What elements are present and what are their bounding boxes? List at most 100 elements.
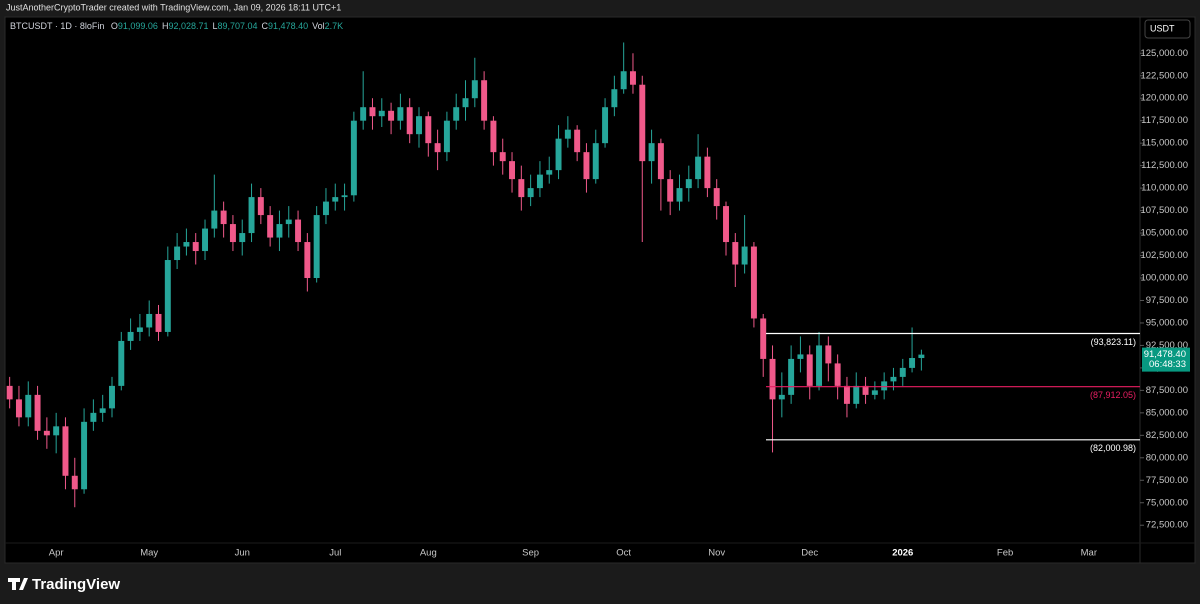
legend-key: Vol	[312, 21, 325, 31]
candle-body	[341, 195, 348, 198]
candle-body	[220, 210, 227, 225]
legend-key: C	[262, 21, 269, 31]
level-label: (82,000.98)	[1090, 443, 1136, 453]
legend-value: 2.7K	[325, 21, 344, 31]
x-tick-label: May	[140, 548, 158, 559]
candle-body	[667, 179, 674, 202]
candle-body	[769, 358, 776, 400]
y-tick-label: 72,500.00	[1146, 520, 1188, 531]
candle-body	[695, 156, 702, 180]
candle-body	[509, 161, 516, 180]
y-tick-label: 125,000.00	[1140, 48, 1188, 59]
brand-logo: TradingView	[8, 576, 120, 593]
x-tick-label: 2026	[892, 548, 913, 559]
candle-body	[304, 242, 311, 279]
candle-body	[406, 107, 413, 135]
legend-key: H	[162, 21, 169, 31]
candle-body	[350, 120, 357, 196]
candle-body	[378, 110, 385, 117]
y-tick-label: 110,000.00	[1141, 183, 1188, 194]
candle-body	[71, 475, 78, 490]
candle-body	[881, 381, 888, 391]
candle-body	[15, 399, 22, 418]
candle-body	[760, 318, 767, 359]
y-tick-label: 112,500.00	[1141, 160, 1188, 171]
candle-body	[778, 394, 785, 400]
y-tick-label: 102,500.00	[1140, 250, 1188, 261]
x-tick-label: Jul	[329, 548, 341, 559]
candle-body	[388, 110, 395, 121]
candle-body	[434, 143, 441, 153]
candle-body	[685, 179, 692, 189]
candle-body	[629, 71, 636, 85]
credit: JustAnotherCryptoTrader created with Tra…	[6, 2, 341, 12]
level-label: (87,912.05)	[1090, 390, 1136, 400]
candle-body	[825, 345, 832, 364]
candle-body	[657, 143, 664, 180]
candle-body	[527, 188, 534, 198]
candle-body	[155, 313, 162, 332]
candle-body	[443, 120, 450, 153]
candle-body	[890, 376, 897, 382]
candle-body	[806, 354, 813, 386]
currency[interactable]: USDT	[1150, 23, 1175, 33]
candle-body	[750, 246, 757, 319]
y-tick-label: 85,000.00	[1146, 407, 1188, 418]
y-tick-label: 75,000.00	[1146, 497, 1188, 508]
candle-body	[416, 116, 422, 135]
candle-body	[239, 233, 246, 243]
candle-body	[853, 385, 860, 404]
candle-body	[471, 80, 478, 99]
candle-body	[732, 242, 739, 265]
candle-body	[611, 89, 618, 108]
chart-panel	[4, 16, 1196, 564]
candle-body	[136, 327, 143, 332]
candle-body	[332, 197, 339, 202]
y-tick-label: 107,500.00	[1140, 205, 1188, 216]
candle-body	[713, 188, 720, 207]
candle-body	[462, 98, 469, 108]
candle-body	[360, 107, 367, 121]
y-tick-label: 97,500.00	[1146, 295, 1188, 306]
y-tick-label: 122,500.00	[1140, 70, 1188, 81]
y-tick-label: 115,000.00	[1141, 138, 1188, 149]
candle-body	[164, 260, 171, 332]
candle-body	[620, 71, 627, 90]
candle-body	[564, 129, 571, 139]
level-label: (93,823.11)	[1091, 337, 1136, 347]
x-tick-label: Jun	[235, 548, 250, 559]
candle-body	[90, 412, 97, 422]
candle-body	[6, 385, 13, 400]
candle-body	[843, 385, 850, 404]
y-tick-label: 80,000.00	[1146, 452, 1188, 463]
candle-body	[723, 206, 729, 243]
candle-body	[62, 426, 69, 476]
candle-body	[425, 116, 432, 144]
candle-body	[536, 174, 543, 189]
candle-body	[25, 394, 32, 418]
y-tick-label: 87,500.00	[1146, 385, 1188, 396]
candle-body	[99, 408, 106, 413]
candle-body	[741, 246, 748, 265]
candle-body	[788, 358, 795, 395]
candle-body	[592, 143, 599, 180]
candle-body	[202, 228, 208, 252]
currency-button[interactable]	[1144, 19, 1191, 39]
candle-body	[211, 210, 218, 229]
candle-body	[183, 242, 190, 247]
candle-body	[648, 143, 655, 162]
countdown: 06:48:33	[1149, 359, 1186, 370]
candle-body	[118, 340, 125, 386]
candle-body	[369, 107, 376, 117]
candle-body	[397, 107, 404, 121]
candle-body	[453, 107, 460, 121]
candle-body	[229, 224, 236, 243]
candle-body	[909, 358, 916, 368]
candle-body	[871, 390, 878, 395]
y-tick-label: 95,000.00	[1146, 317, 1188, 328]
y-tick-label: 120,000.00	[1140, 93, 1188, 104]
y-tick-label: 100,000.00	[1140, 273, 1188, 284]
x-tick-label: Sep	[522, 548, 539, 559]
candle-body	[322, 201, 329, 216]
